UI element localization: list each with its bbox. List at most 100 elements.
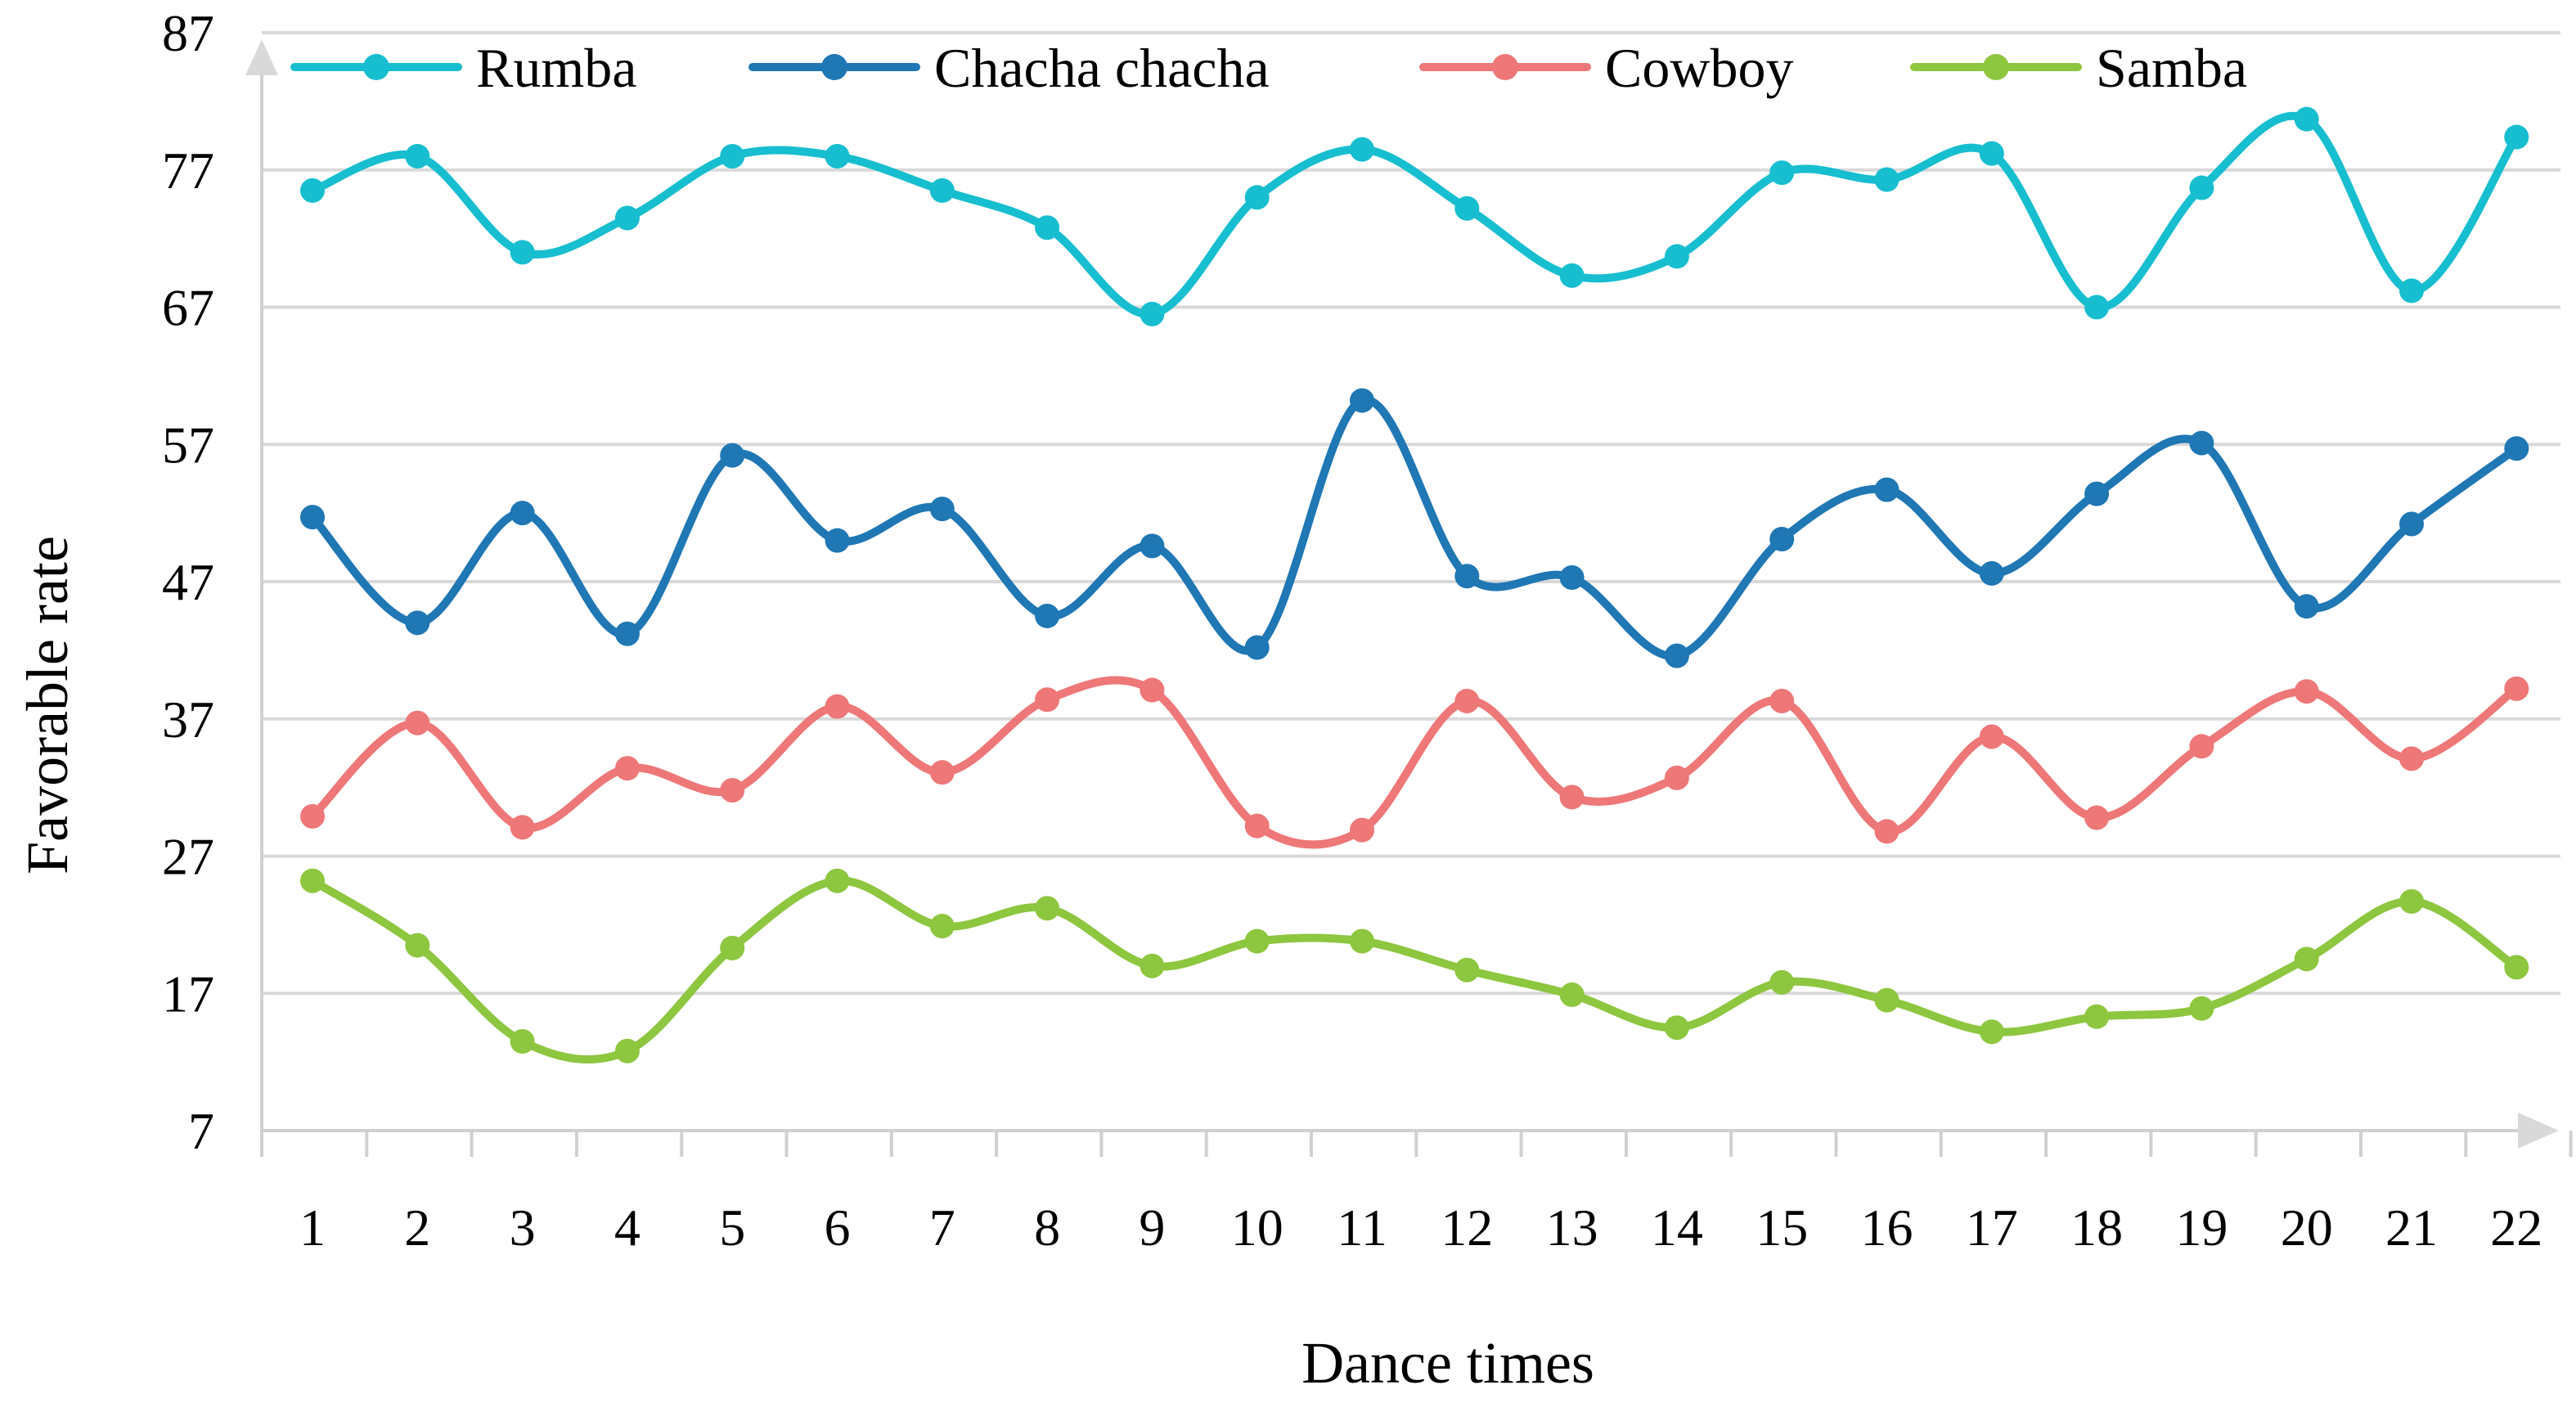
data-point-rumba	[1874, 167, 1899, 192]
data-point-chacha-chacha	[2399, 511, 2424, 537]
data-point-chacha-chacha	[2504, 436, 2529, 461]
x-tick-label: 4	[614, 1198, 641, 1257]
data-point-rumba	[614, 205, 640, 231]
legend-label: Chacha chacha	[934, 37, 1270, 99]
data-point-cowboy	[1559, 785, 1585, 810]
data-point-cowboy	[929, 760, 955, 785]
data-point-rumba	[300, 178, 325, 203]
data-point-chacha-chacha	[510, 501, 535, 526]
data-point-chacha-chacha	[1350, 388, 1374, 413]
legend-item-chacha-chacha: Chacha chacha	[749, 37, 1270, 99]
data-point-samba	[929, 914, 955, 939]
x-tick-label: 21	[2385, 1198, 2438, 1257]
series-line-cowboy	[308, 676, 2521, 849]
data-point-rumba	[1979, 141, 2004, 166]
x-axis-title: Dance times	[1301, 1330, 1594, 1396]
data-point-rumba	[1454, 196, 1480, 221]
legend-swatch-marker	[821, 54, 847, 80]
series-line-chacha-chacha	[308, 396, 2521, 660]
data-point-chacha-chacha	[300, 505, 325, 530]
data-point-rumba	[2294, 106, 2319, 132]
data-point-samba	[1035, 896, 1060, 921]
y-tick-label: 47	[162, 553, 214, 611]
legend-swatch-marker	[1983, 54, 2009, 80]
data-point-cowboy	[2189, 734, 2214, 759]
data-point-rumba	[1559, 263, 1585, 288]
data-point-rumba	[1035, 215, 1060, 241]
legend-item-rumba: Rumba	[290, 37, 636, 99]
data-point-rumba	[929, 178, 955, 203]
data-point-rumba	[2084, 295, 2110, 320]
data-point-rumba	[2399, 278, 2424, 304]
data-point-chacha-chacha	[1664, 643, 1689, 668]
data-point-chacha-chacha	[1559, 564, 1585, 590]
x-tick-label: 11	[1337, 1198, 1387, 1257]
data-point-chacha-chacha	[2084, 481, 2110, 506]
data-point-chacha-chacha	[929, 497, 955, 522]
data-point-chacha-chacha	[1979, 560, 2004, 586]
legend-label: Rumba	[476, 37, 636, 99]
x-tick-label: 12	[1441, 1198, 1493, 1257]
y-axis-title: Favorable rate	[15, 536, 80, 875]
data-point-cowboy	[1454, 688, 1480, 713]
x-tick-label: 15	[1756, 1198, 1808, 1257]
data-point-samba	[405, 933, 430, 958]
x-tick-label: 16	[1861, 1198, 1913, 1257]
x-axis-arrow	[2518, 1113, 2559, 1149]
x-tick-label: 19	[2175, 1198, 2228, 1257]
data-point-chacha-chacha	[1035, 603, 1060, 628]
series-line-samba	[308, 876, 2521, 1063]
x-tick-label: 2	[404, 1198, 430, 1257]
data-point-chacha-chacha	[1140, 533, 1165, 559]
data-point-cowboy	[2399, 746, 2424, 771]
data-point-cowboy	[825, 694, 850, 719]
x-tick-label: 14	[1651, 1198, 1703, 1257]
legend-item-samba: Samba	[1910, 37, 2247, 99]
data-point-chacha-chacha	[2189, 430, 2214, 456]
y-axis-arrow	[245, 39, 278, 75]
data-point-samba	[510, 1028, 535, 1054]
data-point-samba	[1350, 929, 1374, 954]
data-point-chacha-chacha	[1454, 564, 1480, 589]
data-point-chacha-chacha	[825, 528, 850, 553]
data-point-samba	[2399, 888, 2424, 914]
data-point-rumba	[2504, 124, 2529, 150]
y-tick-label: 37	[162, 690, 214, 749]
data-point-chacha-chacha	[2294, 594, 2319, 619]
series-samba	[300, 868, 2529, 1063]
data-point-rumba	[1664, 244, 1689, 269]
data-point-samba	[614, 1038, 640, 1063]
data-point-chacha-chacha	[1244, 635, 1270, 660]
x-axis-ticks: 1 2 3 4 5 6 7 8 9 10 11 12 13 14 15 16 17 18 19 20 21 22	[260, 1131, 2573, 1257]
data-point-cowboy	[1664, 765, 1689, 790]
legend: Rumba Chacha chacha Cowboy Samba	[290, 37, 2247, 99]
y-tick-label: 77	[162, 142, 214, 200]
data-point-rumba	[1350, 137, 1374, 162]
series-rumba	[300, 106, 2529, 326]
data-point-chacha-chacha	[1769, 526, 1795, 551]
data-point-cowboy	[2294, 679, 2319, 704]
y-tick-label: 27	[162, 828, 214, 886]
data-point-samba	[1140, 953, 1165, 978]
data-point-cowboy	[2504, 676, 2529, 701]
x-tick-label: 13	[1546, 1198, 1598, 1257]
data-point-samba	[825, 868, 850, 893]
x-tick-label: 7	[929, 1198, 955, 1257]
series-chacha-chacha	[300, 388, 2529, 668]
data-point-cowboy	[2084, 805, 2110, 830]
y-tick-label: 57	[162, 416, 214, 474]
data-point-samba	[2084, 1004, 2110, 1029]
data-point-samba	[300, 868, 325, 893]
data-point-chacha-chacha	[720, 443, 745, 468]
data-point-rumba	[510, 240, 535, 265]
x-tick-label: 9	[1139, 1198, 1165, 1257]
x-tick-label: 22	[2490, 1198, 2542, 1257]
data-point-cowboy	[1769, 688, 1795, 713]
data-point-rumba	[1140, 301, 1165, 326]
data-point-chacha-chacha	[614, 621, 640, 646]
data-point-cowboy	[720, 777, 745, 803]
legend-item-cowboy: Cowboy	[1419, 37, 1793, 99]
data-point-rumba	[1244, 185, 1270, 210]
x-tick-label: 17	[1966, 1198, 2018, 1257]
